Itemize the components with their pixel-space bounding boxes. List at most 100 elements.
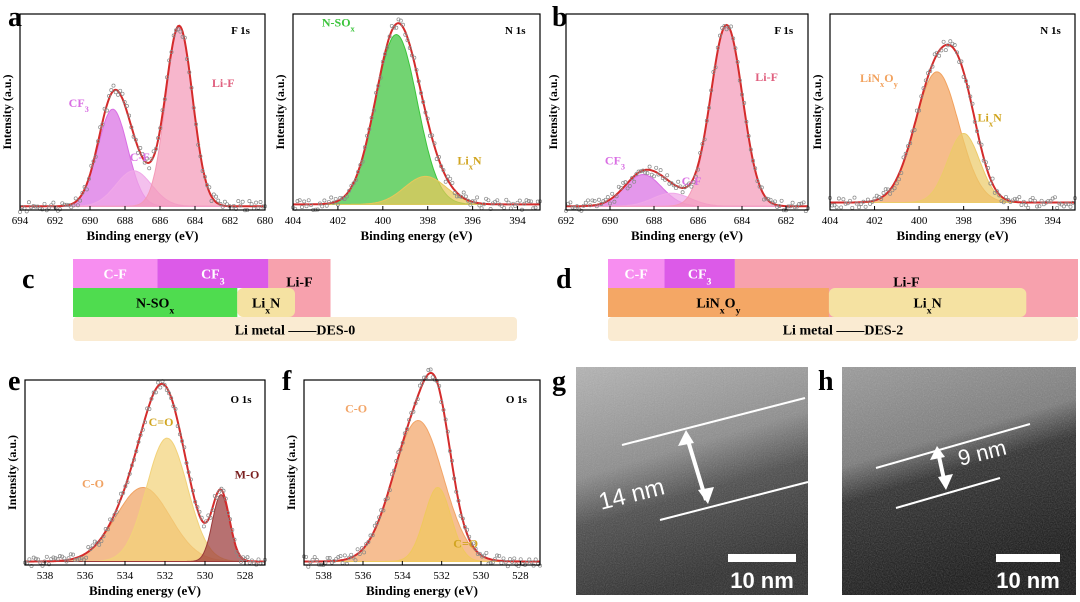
- raw-data-point: [405, 427, 409, 432]
- x-tick-label: 536: [77, 570, 94, 582]
- raw-data-point: [44, 554, 49, 559]
- raw-data-point: [158, 385, 163, 390]
- label-part-tail: N: [932, 297, 942, 312]
- raw-data-point: [365, 133, 370, 138]
- raw-data-point: [369, 115, 374, 120]
- raw-data-point: [892, 186, 897, 191]
- peak-label-C=O: C=O: [149, 415, 174, 429]
- raw-data-point: [55, 557, 60, 562]
- raw-data-point: [775, 204, 780, 209]
- raw-data-point: [788, 204, 793, 209]
- raw-data-point: [481, 202, 486, 207]
- raw-data-point: [586, 198, 590, 203]
- raw-data-point: [685, 183, 689, 188]
- raw-data-point: [26, 200, 31, 205]
- raw-data-point: [520, 562, 525, 567]
- raw-data-point: [830, 203, 835, 208]
- raw-data-point: [603, 197, 608, 202]
- raw-data-point: [744, 119, 749, 124]
- raw-data-point: [162, 382, 167, 387]
- raw-data-point: [872, 196, 877, 201]
- raw-data-point: [167, 391, 171, 396]
- raw-data-point: [894, 181, 899, 186]
- raw-data-point: [210, 508, 215, 512]
- raw-data-point: [356, 169, 361, 174]
- x-tick-label: 536: [355, 570, 372, 582]
- raw-data-point: [129, 463, 134, 468]
- raw-data-point: [899, 170, 904, 175]
- raw-data-point: [136, 150, 140, 155]
- raw-data-point: [324, 203, 329, 208]
- raw-data-point: [959, 59, 964, 64]
- x-tick-label: 400: [375, 215, 392, 227]
- raw-data-point: [82, 185, 87, 189]
- raw-data-point: [700, 141, 705, 146]
- li-metal-base: [608, 317, 1078, 341]
- raw-data-point: [432, 141, 437, 146]
- peak-label-LixN: LixN: [457, 153, 482, 171]
- raw-data-point: [219, 486, 224, 491]
- raw-data-point: [325, 555, 330, 560]
- peak-label-C-F: C-F: [682, 174, 702, 188]
- x-axis-label: Binding energy (eV): [89, 583, 201, 598]
- raw-data-point: [845, 201, 850, 206]
- label-part-sub: x: [351, 24, 356, 33]
- x-tick-label: 404: [285, 215, 302, 227]
- raw-data-point: [506, 200, 511, 205]
- raw-data-point: [249, 202, 254, 207]
- raw-data-point: [132, 457, 137, 462]
- raw-data-point: [196, 142, 201, 147]
- raw-data-point: [943, 48, 948, 53]
- raw-data-point: [80, 190, 85, 195]
- raw-data-point: [310, 557, 315, 562]
- raw-data-point: [67, 203, 71, 208]
- xps-charts: 694 692 690 688 686 684 682 680 Binding energy (…: [0, 13, 1077, 598]
- raw-data-point: [77, 556, 82, 561]
- raw-data-point: [372, 523, 377, 528]
- raw-data-point: [906, 144, 910, 149]
- raw-data-point: [1024, 203, 1028, 208]
- chart-title: F 1s: [231, 25, 251, 37]
- raw-data-point: [78, 198, 83, 203]
- x-tick-label: 686: [152, 215, 169, 227]
- raw-data-point: [71, 552, 75, 557]
- raw-data-point: [103, 527, 108, 531]
- raw-data-point: [417, 383, 422, 388]
- label-part-label: LiN: [696, 297, 719, 312]
- raw-data-point: [473, 546, 478, 551]
- raw-data-point: [854, 201, 859, 206]
- raw-data-point: [185, 57, 189, 61]
- raw-data-point: [332, 559, 336, 563]
- label-part-label: Li-F: [286, 276, 312, 291]
- raw-data-point: [625, 186, 630, 191]
- raw-data-point: [99, 539, 104, 544]
- raw-data-point: [676, 179, 681, 184]
- tem-h-scale-label: 10 nm: [996, 568, 1060, 593]
- raw-data-point: [173, 406, 178, 411]
- raw-data-point: [378, 75, 383, 80]
- raw-data-point: [658, 168, 663, 173]
- x-tick-label: 682: [778, 215, 795, 227]
- axis-frame: [24, 379, 266, 566]
- raw-data-point: [773, 199, 777, 204]
- chart-e-O1s: 538 536 534 532 530 528 Binding energy (eV) Int…: [5, 379, 267, 598]
- raw-data-point: [142, 160, 147, 165]
- raw-data-point: [218, 202, 223, 206]
- raw-data-point: [836, 196, 841, 201]
- raw-data-point: [338, 554, 343, 559]
- raw-data-point: [592, 198, 597, 203]
- x-tick-label: 680: [257, 215, 274, 227]
- raw-data-point: [209, 199, 214, 203]
- label-part-sub: 3: [85, 105, 89, 114]
- raw-data-point: [868, 201, 873, 206]
- raw-data-point: [379, 508, 384, 513]
- raw-data-point: [314, 558, 319, 562]
- raw-data-point: [638, 169, 643, 174]
- raw-data-point: [118, 88, 123, 93]
- raw-data-point: [165, 75, 169, 80]
- raw-data-point: [961, 74, 966, 79]
- raw-data-point: [881, 191, 886, 195]
- raw-data-point: [439, 400, 444, 404]
